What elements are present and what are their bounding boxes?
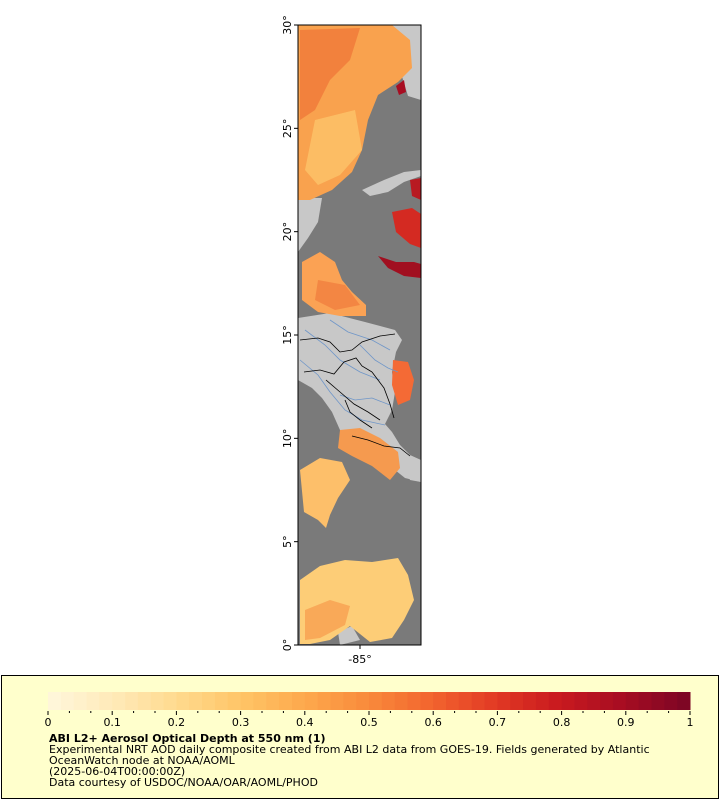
- colorbar-step: [202, 692, 216, 710]
- colorbar-step: [574, 692, 588, 710]
- colorbar-step: [112, 692, 126, 710]
- land-galapagos: [338, 626, 360, 645]
- aod-patch-caribbean-upper: [410, 178, 421, 200]
- colorbar-step: [587, 692, 601, 710]
- colorbar-step: [214, 692, 229, 710]
- aod-patch-caribbean-red: [392, 208, 421, 248]
- colorbar-tick-label: 0.9: [617, 716, 635, 729]
- colorbar-step: [651, 692, 665, 710]
- legend-title: ABI L2+ Aerosol Optical Depth at 550 nm …: [49, 732, 326, 745]
- colorbar-step: [561, 692, 575, 710]
- colorbar-tick-label: 0.5: [360, 716, 378, 729]
- aod-patch-gulf-dark: [300, 28, 360, 120]
- aod-data-layer: [298, 25, 421, 644]
- longitude-axis: -85°: [348, 645, 372, 666]
- colorbar-tick-label: 0.8: [553, 716, 571, 729]
- colorbar-step: [677, 692, 691, 710]
- colorbar-tick-label: 0.4: [296, 716, 314, 729]
- colorbar-step: [343, 692, 357, 710]
- latitude-axis: 0° 5° 10° 15° 20° 25° 30°: [281, 15, 298, 651]
- colorbar-step: [664, 692, 678, 710]
- colorbar-step: [510, 692, 524, 710]
- aod-patch-caribbean-darkred: [378, 256, 421, 278]
- borders-layer: [299, 333, 411, 457]
- colorbar-step: [523, 692, 537, 710]
- colorbar-step: [600, 692, 614, 710]
- colorbar-step: [330, 692, 344, 710]
- colorbar-step: [86, 692, 100, 710]
- colorbar-tick-label: 0.3: [232, 716, 250, 729]
- lat-tick-label: 25°: [281, 119, 294, 139]
- lat-tick-label: 10°: [281, 429, 294, 449]
- colorbar-step: [189, 692, 203, 710]
- colorbar-step: [407, 692, 421, 710]
- lat-tick-label: 5°: [281, 535, 294, 548]
- colorbar-step: [548, 692, 563, 710]
- colorbar-step: [458, 692, 473, 710]
- aod-patch-pacific-mid: [300, 458, 350, 528]
- colorbar-step: [638, 692, 652, 710]
- aod-patch-florida-red: [396, 80, 406, 95]
- colorbar-step: [253, 692, 267, 710]
- colorbar-step: [150, 692, 165, 710]
- colorbar-step: [279, 692, 293, 710]
- land-yucatan: [298, 198, 322, 252]
- colorbar-step: [381, 692, 396, 710]
- colorbar: [48, 692, 691, 710]
- land-cuba: [362, 170, 421, 196]
- colorbar-step: [420, 692, 434, 710]
- aod-patch-pacific-south-dark: [305, 600, 350, 640]
- lat-tick-label: 0°: [281, 639, 294, 652]
- colorbar-step: [176, 692, 190, 710]
- colorbar-step: [291, 692, 306, 710]
- colorbar-step: [240, 692, 254, 710]
- colorbar-step: [99, 692, 113, 710]
- colorbar-step: [369, 692, 383, 710]
- lat-tick-label: 20°: [281, 222, 294, 242]
- colorbar-step: [612, 692, 627, 710]
- colorbar-step: [227, 692, 242, 710]
- land-colombia-coast: [405, 462, 421, 482]
- legend-panel: 0 0.1 0.2 0.3 0.4 0.5 0.6 0.7 0.8 0.9 1 ABI L2+ Ae…: [1, 675, 719, 799]
- colorbar-step: [471, 692, 486, 710]
- lat-tick-label: 15°: [281, 325, 294, 345]
- aod-patch-pacific-north-dark: [315, 280, 360, 310]
- colorbar-tick-label: 0.1: [103, 716, 121, 729]
- colorbar-step: [317, 692, 331, 710]
- colorbar-step: [125, 692, 139, 710]
- colorbar-tick-label: 0: [45, 716, 52, 729]
- colorbar-tick-label: 0.6: [424, 716, 442, 729]
- colorbar-step: [304, 692, 319, 710]
- colorbar-step: [163, 692, 177, 710]
- colorbar-ticks: 0 0.1 0.2 0.3 0.4 0.5 0.6 0.7 0.8 0.9 1: [45, 711, 694, 729]
- land-central-america: [298, 313, 421, 482]
- colorbar-step: [484, 692, 498, 710]
- colorbar-step: [48, 692, 62, 710]
- lon-tick-label: -85°: [348, 653, 371, 666]
- colorbar-step: [60, 692, 75, 710]
- colorbar-step: [497, 692, 511, 710]
- colorbar-step: [137, 692, 152, 710]
- lat-tick-label: 30°: [281, 15, 294, 35]
- colorbar-tick-label: 0.2: [168, 716, 186, 729]
- legend-date: (2025-06-04T00:00:00Z): [49, 765, 186, 778]
- colorbar-step: [73, 692, 88, 710]
- aod-patch-panama: [338, 428, 400, 480]
- colorbar-step: [535, 692, 550, 710]
- colorbar-step: [266, 692, 280, 710]
- legend-description-line1: Experimental NRT AOD daily composite cre…: [49, 743, 650, 756]
- colorbar-step: [433, 692, 447, 710]
- aod-patch-east-central: [392, 360, 414, 405]
- colorbar-step: [394, 692, 409, 710]
- legend-description-line2: OceanWatch node at NOAA/AOML: [49, 754, 235, 767]
- aod-patch-gulf-light: [305, 110, 362, 185]
- legend-credit: Data courtesy of USDOC/NOAA/OAR/AOML/PHO…: [49, 776, 318, 789]
- colorbar-step: [446, 692, 460, 710]
- colorbar-step: [625, 692, 640, 710]
- rivers-layer: [299, 319, 399, 426]
- colorbar-tick-label: 0.7: [489, 716, 507, 729]
- colorbar-tick-label: 1: [687, 716, 694, 729]
- colorbar-step: [356, 692, 370, 710]
- map-panel[interactable]: [297, 24, 422, 646]
